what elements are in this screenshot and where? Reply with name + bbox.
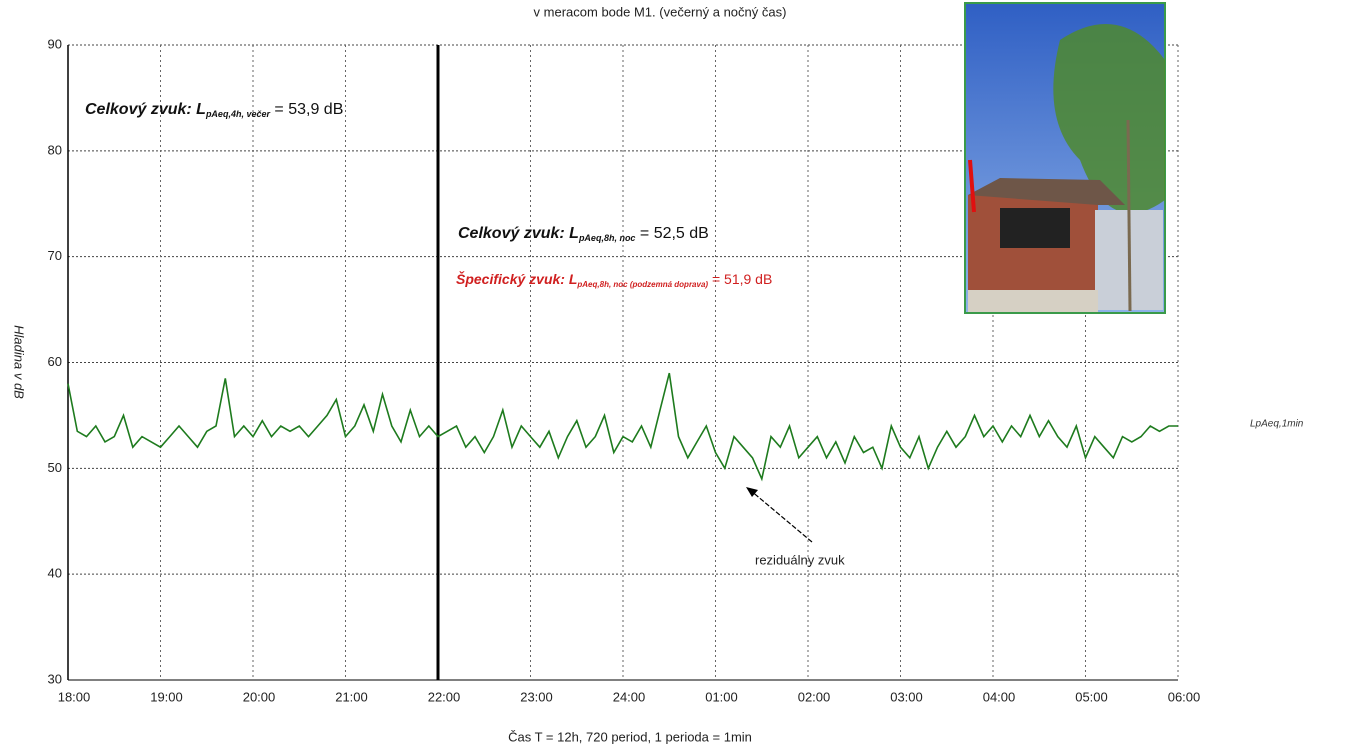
y-tick-label: 30: [48, 671, 62, 686]
annotation: Celkový zvuk: LpAeq,8h, noc = 52,5 dB: [458, 225, 709, 243]
annotation-subscript: pAeq,4h, večer: [205, 109, 271, 119]
y-tick-label: 50: [48, 460, 62, 475]
legend-label: LpAeq,1min: [1250, 419, 1304, 430]
annotation-suffix: = 53,9 dB: [270, 101, 343, 118]
annotation-text: Celkový zvuk: L: [85, 101, 206, 118]
x-tick-label: 22:00: [428, 689, 461, 704]
x-tick-label: 05:00: [1075, 689, 1108, 704]
annotation-text: Špecifický zvuk: L: [456, 270, 577, 287]
x-axis-label: Čas T = 12h, 720 period, 1 perioda = 1mi…: [508, 729, 752, 744]
x-tick-label: 19:00: [150, 689, 183, 704]
chart-title: v meracom bode M1. (večerný a nočný čas): [534, 4, 787, 19]
y-axis-label: Hladina v dB: [12, 325, 27, 399]
x-tick-label: 03:00: [890, 689, 923, 704]
x-tick-label: 06:00: [1168, 689, 1201, 704]
chart: v meracom bode M1. (večerný a nočný čas)…: [0, 0, 1345, 751]
annotation-subscript: pAeq,8h, noc (podzemná doprava): [576, 280, 708, 289]
y-tick-label: 80: [48, 142, 62, 157]
x-tick-label: 23:00: [520, 689, 553, 704]
annotation-subscript: pAeq,8h, noc: [578, 233, 636, 243]
y-tick-label: 90: [48, 36, 62, 51]
x-tick-label: 01:00: [705, 689, 738, 704]
annotation: Celkový zvuk: LpAeq,4h, večer = 53,9 dB: [85, 101, 343, 119]
annotation-arrow: [750, 490, 812, 542]
x-tick-label: 20:00: [243, 689, 276, 704]
annotation-text: Celkový zvuk: L: [458, 225, 579, 242]
y-tick-label: 40: [48, 566, 62, 581]
x-tick-label: 24:00: [613, 689, 646, 704]
y-tick-label: 60: [48, 354, 62, 369]
x-tick-label: 02:00: [798, 689, 831, 704]
y-tick-label: 70: [48, 248, 62, 263]
photo: [965, 3, 1165, 313]
x-tick-label: 21:00: [335, 689, 368, 704]
x-tick-label: 18:00: [58, 689, 91, 704]
x-tick-label: 04:00: [983, 689, 1016, 704]
annotation-suffix: = 52,5 dB: [635, 225, 708, 242]
annotation: Špecifický zvuk: LpAeq,8h, noc (podzemná…: [456, 270, 772, 289]
annotation-suffix: = 51,9 dB: [708, 271, 772, 287]
annotation: reziduálny zvuk: [755, 552, 845, 567]
